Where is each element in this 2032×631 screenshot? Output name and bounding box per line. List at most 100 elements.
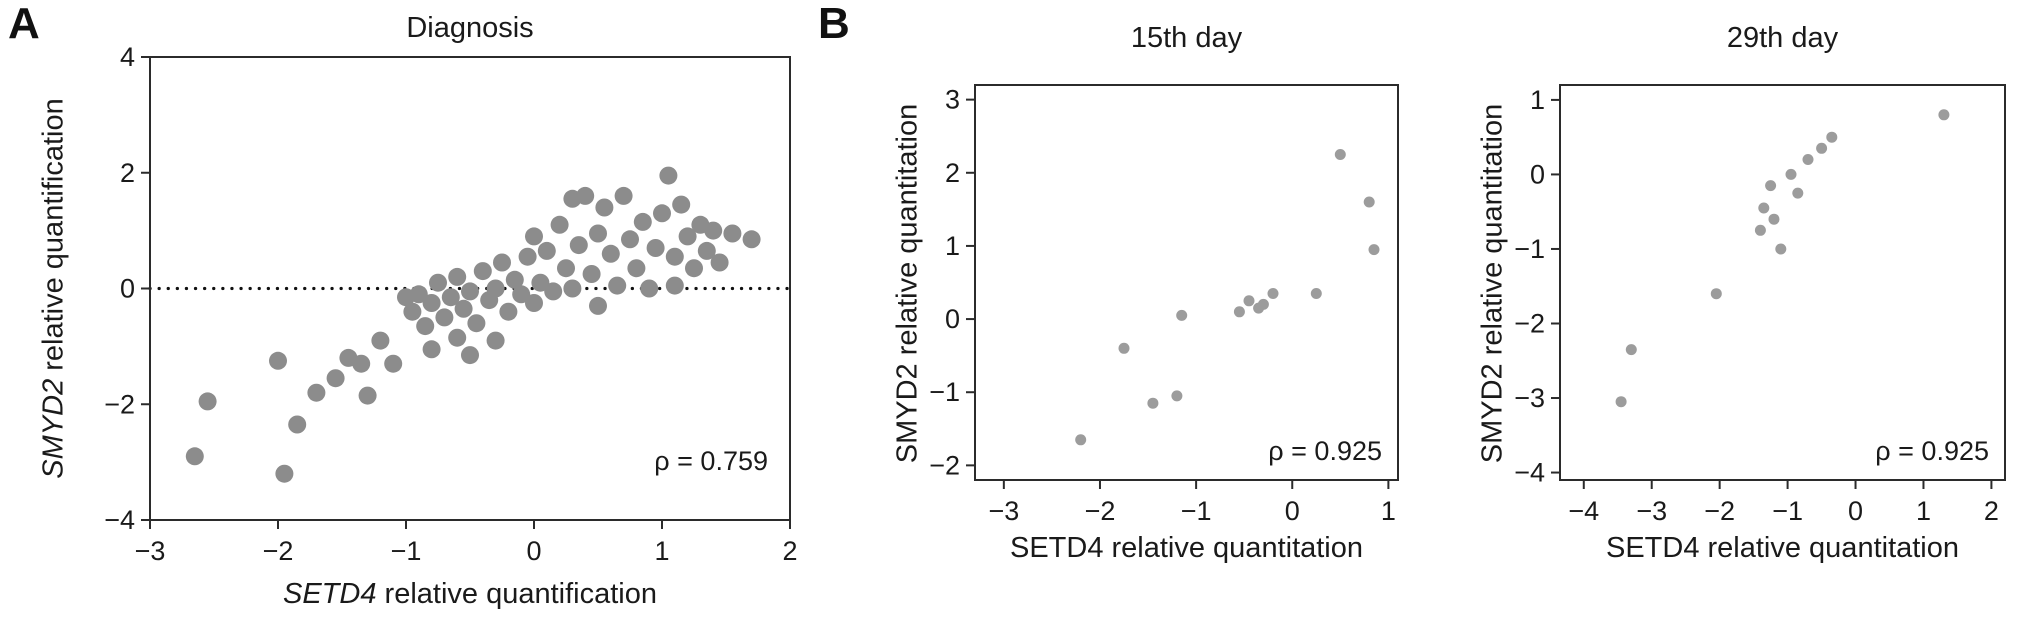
chart-b1-title: 15th day — [1130, 22, 1243, 54]
data-point — [614, 186, 633, 205]
data-point — [531, 273, 550, 292]
data-point — [307, 383, 326, 402]
plot-frame — [1559, 84, 2006, 481]
rho-annotation: ρ = 0.925 — [1875, 436, 1989, 466]
x-tick-label: −3 — [135, 536, 166, 566]
data-point — [358, 386, 377, 405]
day29-scatter-plot: −4 −3 −2 −1 0 1 2 −4 −3 −2 −1 0 1 ρ = 0.925 — [1514, 84, 2006, 526]
y-tick-label: −2 — [929, 450, 960, 480]
data-point — [409, 285, 428, 304]
chart-b2-title: 29th day — [1726, 22, 1839, 54]
data-point — [582, 265, 601, 283]
diagnosis-scatter-plot: −3 −2 −1 0 1 2 −4 −2 0 2 4 ρ = 0.759 — [104, 45, 797, 566]
data-point — [269, 351, 287, 370]
data-point — [435, 308, 454, 327]
data-point — [640, 279, 659, 298]
data-point — [1792, 187, 1804, 199]
data-point — [550, 215, 569, 234]
data-point — [704, 221, 723, 240]
data-point — [653, 204, 671, 223]
x-tick-label: 0 — [526, 536, 541, 566]
plot-frame — [974, 84, 1399, 481]
data-point — [557, 259, 575, 278]
data-point — [608, 276, 627, 295]
y-tick-label: −1 — [1514, 234, 1545, 264]
chart-a-ylabel: SMYD2 relative quantification — [38, 39, 71, 539]
data-point — [1233, 306, 1245, 318]
y-tick-label: 2 — [120, 158, 135, 188]
x-tick-label: 1 — [654, 536, 669, 566]
y-tick-label: 0 — [120, 274, 135, 304]
x-tick-label: −1 — [391, 536, 422, 566]
panel-b-letter: B — [818, 0, 850, 48]
data-point — [486, 279, 505, 298]
data-point — [563, 279, 582, 298]
chart-a-xlabel: SETD4 relative quantification — [150, 578, 790, 611]
data-point — [1363, 196, 1375, 208]
data-point — [441, 288, 460, 307]
data-point — [1310, 288, 1322, 299]
y-tick-label: 3 — [945, 85, 960, 115]
y-tick-label: 1 — [1530, 85, 1545, 115]
data-point — [1710, 288, 1722, 300]
data-point — [518, 247, 537, 266]
data-point — [627, 259, 646, 278]
chart-b2-xlabel-text: SETD4 relative quantitation — [1605, 532, 1960, 564]
data-point — [697, 241, 716, 260]
x-tick-label: −1 — [1772, 496, 1803, 526]
x-tick-label: 2 — [782, 536, 797, 566]
x-tick-label: −2 — [1704, 496, 1735, 526]
chart-b1-ylabel-text: SMYD2 relative quantitation — [891, 103, 924, 464]
data-point — [678, 227, 697, 246]
data-point — [685, 259, 703, 278]
data-point — [1615, 396, 1627, 408]
data-point — [1171, 390, 1183, 402]
data-point — [371, 331, 390, 350]
data-point — [1075, 434, 1087, 446]
data-point — [448, 267, 467, 286]
data-point — [454, 299, 473, 318]
data-point — [1816, 142, 1828, 154]
data-point — [448, 328, 467, 347]
data-point — [1758, 202, 1770, 214]
x-tick-label: −4 — [1568, 496, 1599, 526]
chart-a-xlabel-gene: SETD4 — [283, 578, 377, 610]
data-point — [665, 247, 684, 266]
data-point — [486, 331, 505, 350]
data-point — [352, 354, 371, 373]
data-point — [1754, 224, 1766, 236]
x-tick-label: −2 — [1085, 496, 1116, 526]
data-point — [416, 317, 435, 336]
y-tick-label: 1 — [945, 231, 960, 261]
panel-a-letter: A — [8, 0, 40, 48]
data-point — [198, 392, 217, 411]
x-tick-label: −3 — [1636, 496, 1667, 526]
day15-scatter-plot: −3 −2 −1 0 1 −2 −1 0 1 2 3 ρ = 0.925 — [929, 84, 1399, 526]
rho-annotation: ρ = 0.925 — [1268, 436, 1382, 466]
chart-a-title: Diagnosis — [406, 12, 534, 44]
data-point — [1118, 342, 1130, 354]
x-tick-label: 1 — [1916, 496, 1931, 526]
chart-a-ylabel-rest: relative quantification — [37, 98, 70, 379]
data-point — [723, 224, 742, 243]
chart-b2-xlabel: SETD4 relative quantitation — [1560, 532, 2005, 565]
x-tick-label: 0 — [1848, 496, 1863, 526]
y-tick-label: −2 — [104, 389, 135, 419]
y-tick-label: −4 — [104, 505, 135, 535]
x-tick-label: 2 — [1984, 496, 1999, 526]
data-point — [1768, 213, 1780, 225]
data-point — [589, 224, 607, 243]
data-point — [1176, 309, 1188, 321]
data-point — [1802, 154, 1814, 165]
chart-b1-xlabel-text: SETD4 relative quantitation — [1009, 532, 1364, 564]
y-tick-label: 0 — [1530, 159, 1545, 189]
data-point — [1257, 298, 1269, 310]
y-tick-label: −2 — [1514, 308, 1545, 338]
data-point — [544, 282, 563, 301]
data-point — [1368, 244, 1380, 256]
chart-b1-xlabel: SETD4 relative quantitation — [975, 532, 1398, 565]
rho-annotation: ρ = 0.759 — [654, 446, 768, 476]
x-tick-label: 0 — [1285, 496, 1300, 526]
data-point — [525, 294, 543, 312]
data-point — [505, 270, 524, 289]
